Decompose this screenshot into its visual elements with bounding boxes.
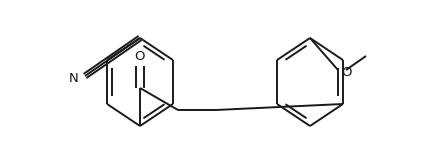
Text: O: O <box>341 66 351 79</box>
Text: O: O <box>135 50 145 63</box>
Text: N: N <box>69 72 79 85</box>
